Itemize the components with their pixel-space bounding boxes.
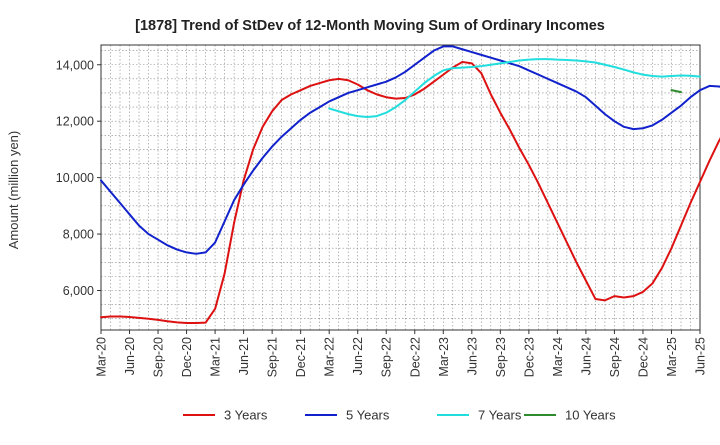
series-lines (100, 45, 720, 324)
series-line-7-years (328, 58, 701, 118)
x-tick-label: Dec-23 (522, 337, 536, 377)
x-tick-label: Jun-20 (123, 337, 137, 375)
x-tick-label: Dec-21 (294, 337, 308, 377)
x-tick-label: Dec-20 (180, 337, 194, 377)
y-tick-label: 6,000 (63, 284, 94, 298)
y-tick-label: 10,000 (56, 171, 94, 185)
x-tick-label: Mar-20 (95, 337, 109, 377)
x-tick-label: Mar-24 (551, 337, 565, 377)
y-axis-label: Amount (million yen) (6, 131, 21, 250)
y-tick-label: 12,000 (56, 115, 94, 129)
plot-frame (100, 44, 701, 331)
series-line-5-years (100, 45, 720, 255)
x-tick-label: Mar-25 (665, 337, 679, 377)
x-tick-label: Jun-24 (579, 337, 593, 375)
legend-label-7-years: 7 Years (478, 408, 522, 423)
x-tick-label: Sep-24 (608, 337, 622, 377)
chart-title: [1878] Trend of StDev of 12-Month Moving… (135, 18, 605, 34)
plot-area (101, 45, 700, 330)
x-tick-label: Jun-21 (237, 337, 251, 375)
x-tick-label: Jun-22 (351, 337, 365, 375)
legend-label-3-years: 3 Years (224, 408, 268, 423)
y-tick-label: 14,000 (56, 58, 94, 72)
x-tick-label: Mar-22 (323, 337, 337, 377)
x-tick-label: Dec-22 (408, 337, 422, 377)
x-tick-label: Sep-23 (494, 337, 508, 377)
x-tick-label: Mar-21 (209, 337, 223, 377)
x-tick-label: Sep-20 (152, 337, 166, 377)
x-tick-label: Mar-23 (437, 337, 451, 377)
x-tick-label: Jun-23 (465, 337, 479, 375)
legend-label-5-years: 5 Years (346, 408, 390, 423)
x-tick-label: Sep-22 (380, 337, 394, 377)
x-tick-label: Dec-24 (636, 337, 650, 377)
grid-lines (101, 45, 700, 330)
x-tick-label: Sep-21 (266, 337, 280, 377)
legend-label-10-years: 10 Years (565, 408, 616, 423)
series-line-10-years (670, 89, 682, 94)
series-line-3-years (100, 60, 720, 324)
legend: 3 Years 5 Years 7 Years 10 Years (183, 408, 616, 423)
x-tick-label: Jun-25 (694, 337, 708, 375)
axes: 6,000 8,000 10,000 12,000 14,000 Mar-20 Jun-20… (56, 44, 708, 377)
y-tick-label: 8,000 (63, 228, 94, 242)
